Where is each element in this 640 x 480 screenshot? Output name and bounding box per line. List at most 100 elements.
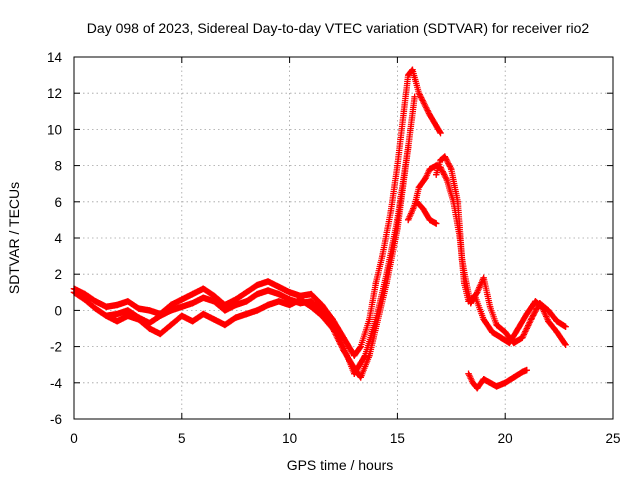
data-point [124,312,132,320]
data-point [366,352,373,359]
data-point [523,366,530,374]
data-point [510,374,518,381]
data-point [275,283,283,291]
data-point [92,298,99,305]
data-point [113,301,121,309]
data-point [200,310,207,318]
data-point [167,321,175,329]
data-point [340,347,347,354]
series-track-d [404,162,569,348]
data-point [426,166,433,173]
data-point [264,301,272,309]
data-point [254,281,261,289]
data-point [469,379,477,386]
data-point [221,301,229,309]
data-point [514,325,522,332]
data-point [366,316,373,323]
data-point [493,321,500,329]
data-point [351,365,358,372]
data-point [409,66,416,73]
y-tick-label: 8 [54,159,62,174]
data-point [519,368,526,376]
data-point [167,301,175,309]
data-point [254,307,261,314]
data-point [146,307,153,314]
y-tick-label: -2 [50,340,62,355]
marker-trail [413,198,440,227]
grid [74,57,613,419]
data-point [210,292,218,300]
data-point [210,298,218,305]
data-point [357,374,364,381]
data-point [103,303,110,310]
data-point [243,298,250,305]
data-point [189,299,196,307]
data-point [553,328,561,336]
data-point [413,198,421,205]
data-point [146,325,153,332]
data-point [264,287,272,294]
data-point [297,296,304,303]
data-point [178,296,185,303]
data-point [157,330,164,338]
y-tick-label: 12 [47,86,62,101]
data-point [454,198,461,205]
series-track-a [70,66,444,359]
data-point [200,294,207,301]
data-point [415,90,423,97]
data-point [232,314,239,321]
data-point [473,289,481,296]
data-point [545,318,552,325]
data-point [200,285,207,292]
data-point [527,316,535,323]
data-point [318,301,326,309]
x-axis-label: GPS time / hours [287,457,394,473]
data-point [404,216,412,224]
data-point [394,225,401,233]
data-point [264,278,272,285]
data-point [275,298,283,305]
data-point [318,307,326,314]
data-point [486,379,494,386]
data-point [383,280,390,287]
x-tick-label: 0 [70,431,78,446]
x-tick-label: 15 [390,431,405,446]
data-point [387,207,395,215]
data-point [448,166,455,173]
data-point [92,305,99,312]
data-point [443,176,451,184]
y-tick-label: 0 [54,303,62,318]
data-point [473,385,481,392]
data-point [221,321,229,329]
data-point [286,301,293,309]
data-point [124,307,132,314]
data-point [189,290,196,298]
data-point [394,162,401,169]
data-point [486,303,494,310]
x-tick-label: 25 [605,431,620,446]
data-point [221,307,229,314]
data-point [81,296,88,303]
data-point [493,383,500,390]
data-point [433,171,440,178]
x-tick-label: 5 [178,431,186,446]
data-point [103,312,110,320]
data-point [437,129,444,137]
data-point [497,334,505,341]
data-point [189,318,196,325]
data-point [351,352,358,359]
series-track-f [413,198,440,227]
data-point [167,307,175,314]
data-point [135,316,142,323]
data-point [372,280,380,287]
data-point [286,289,293,296]
data-point [286,296,293,303]
series-track-e [433,153,569,347]
data-point [210,316,218,323]
data-point [275,290,283,298]
data-point [553,318,561,325]
data-point [113,310,121,318]
y-tick-label: 14 [47,50,63,65]
data-point [372,325,380,332]
data-point [562,323,569,330]
